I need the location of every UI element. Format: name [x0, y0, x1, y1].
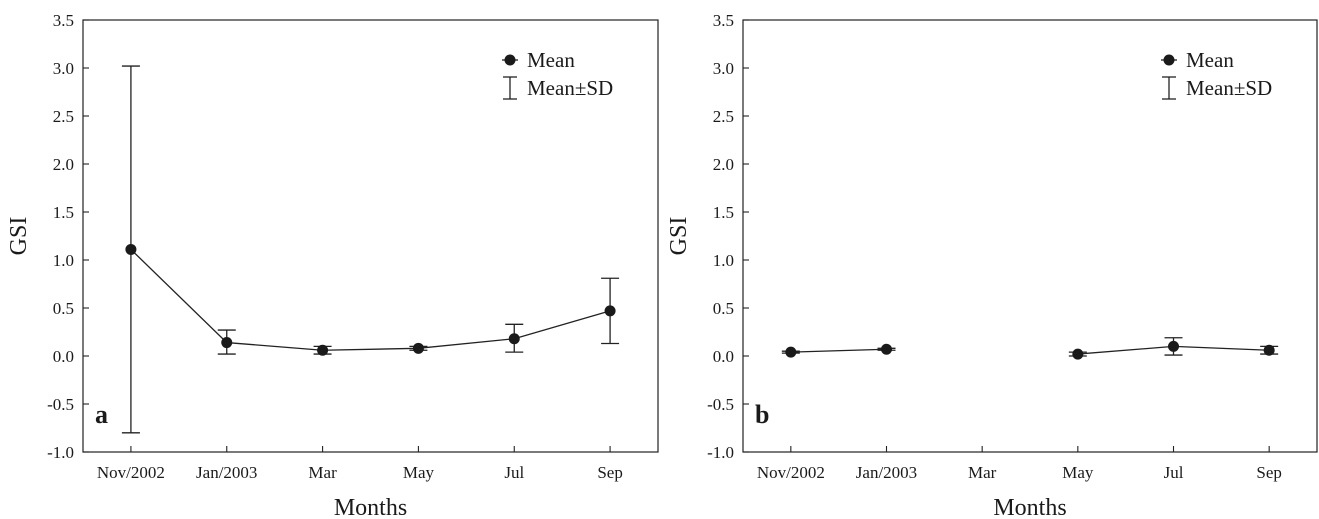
plot-frame [742, 19, 1318, 453]
x-axis-title: Months [993, 495, 1066, 519]
y-tick-label: 0.0 [53, 347, 74, 366]
plot-frame [82, 19, 659, 453]
y-tick-label: 3.5 [713, 11, 734, 30]
x-tick-label: Jul [1164, 463, 1184, 482]
legend-sd-label: Mean±SD [1186, 76, 1272, 100]
mean-point [508, 333, 520, 345]
mean-point [785, 346, 797, 358]
y-tick-label: -1.0 [47, 443, 74, 462]
y-tick-label: 0.5 [53, 299, 74, 318]
y-tick-label: 2.5 [53, 107, 74, 126]
x-tick-label: Jan/2003 [196, 463, 257, 482]
mean-point [221, 337, 233, 349]
legend-mean-label: Mean [527, 48, 575, 72]
x-tick-label: Jul [504, 463, 524, 482]
y-tick-label: 2.5 [713, 107, 734, 126]
y-tick-label: -0.5 [707, 395, 734, 414]
panel-letter: b [755, 400, 769, 429]
y-tick-label: 3.0 [713, 59, 734, 78]
mean-point [412, 342, 424, 354]
x-tick-label: Jan/2003 [856, 463, 917, 482]
legend-mean-marker [1163, 54, 1175, 66]
mean-point [317, 344, 329, 356]
y-tick-label: 2.0 [713, 155, 734, 174]
x-tick-label: Mar [308, 463, 337, 482]
mean-point [125, 243, 137, 255]
series-line [790, 348, 887, 353]
y-tick-label: 1.0 [713, 251, 734, 270]
y-tick-label: 0.0 [713, 347, 734, 366]
y-tick-label: 3.0 [53, 59, 74, 78]
mean-point [1168, 340, 1179, 352]
y-axis-title: GSI [666, 217, 692, 256]
legend-sd-label: Mean±SD [527, 76, 613, 100]
y-tick-label: 0.5 [713, 299, 734, 318]
mean-point [1263, 344, 1275, 356]
x-tick-label: Sep [597, 463, 623, 482]
legend-mean-label: Mean [1186, 48, 1234, 72]
y-tick-label: -0.5 [47, 395, 74, 414]
x-axis-title: Months [334, 495, 407, 519]
x-tick-label: Nov/2002 [757, 463, 825, 482]
y-tick-label: 1.5 [53, 203, 74, 222]
y-tick-label: 1.0 [53, 251, 74, 270]
y-tick-label: 1.5 [713, 203, 734, 222]
y-axis-title: GSI [6, 217, 32, 256]
mean-point [881, 343, 892, 355]
y-tick-label: -1.0 [707, 443, 734, 462]
chart-panel-a: -1.0 -0.5 0.0 0.5 1.0 1.5 2.0 2.5 3.0 3.5 Nov/2002… [6, 11, 659, 519]
x-tick-label: Nov/2002 [97, 463, 165, 482]
chart-panel-b: -1.0 -0.5 0.0 0.5 1.0 1.5 2.0 2.5 3.0 3.5 Nov/2002… [666, 11, 1318, 519]
mean-point [1072, 348, 1084, 360]
series-line [130, 248, 611, 351]
x-tick-label: May [403, 463, 435, 482]
legend-mean-marker [504, 54, 516, 66]
mean-point [604, 305, 616, 317]
x-tick-label: May [1062, 463, 1094, 482]
y-tick-label: 3.5 [53, 11, 74, 30]
x-tick-label: Sep [1256, 463, 1282, 482]
x-tick-label: Mar [968, 463, 997, 482]
y-tick-label: 2.0 [53, 155, 74, 174]
panel-letter: a [95, 400, 108, 429]
